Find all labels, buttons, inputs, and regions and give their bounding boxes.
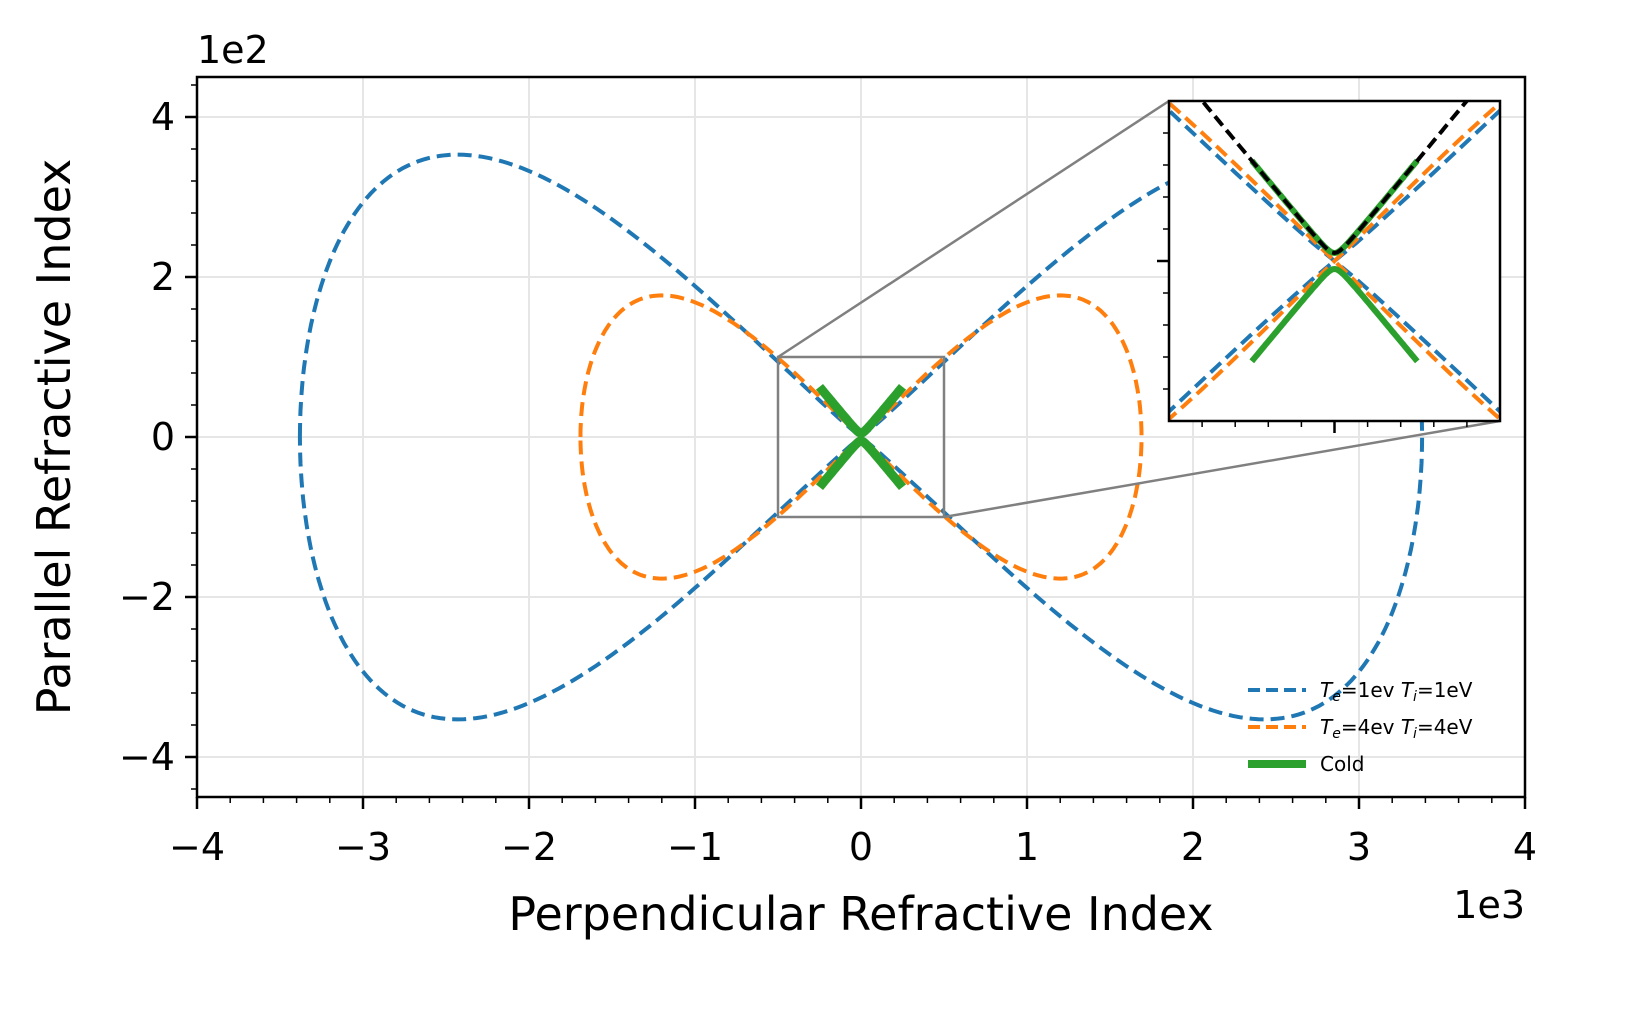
y-offset-text: 1e2 [197, 28, 269, 72]
connector-line [943, 419, 1501, 519]
cold-inset-branch [1249, 265, 1420, 364]
connector-line [777, 99, 1170, 359]
y-axis-label: Parallel Refractive Index [27, 159, 81, 716]
zoom-connector-lines [777, 99, 1501, 519]
x-axis-label: Perpendicular Refractive Index [508, 887, 1213, 941]
x-tick-label: 4 [1513, 825, 1537, 869]
inset-ticks [1157, 132, 1468, 433]
x-tick-label: −1 [667, 825, 723, 869]
legend-label-0: Te=1ev Ti=1eV [1320, 678, 1473, 705]
legend-label-1: Te=4ev Ti=4eV [1320, 715, 1473, 742]
x-offset-text: 1e3 [1453, 883, 1525, 927]
legend-label-2: Cold [1320, 752, 1364, 776]
cold-branch [815, 436, 907, 490]
x-tick-label: −3 [335, 825, 391, 869]
x-tick-label: −4 [169, 825, 225, 869]
series-1-curve [578, 293, 1144, 581]
main-series [297, 152, 1425, 722]
y-tick-label: 0 [151, 415, 175, 459]
legend: Te=1ev Ti=1eV Te=4ev Ti=4eV Cold [1248, 678, 1473, 776]
inset-reference-curve [1199, 101, 1470, 256]
x-tick-label: 1 [1015, 825, 1039, 869]
x-tick-label: 3 [1347, 825, 1371, 869]
inset-series [1169, 101, 1500, 421]
y-tick-label: −4 [119, 735, 175, 779]
main-ticks: −4 −3 −2 −1 0 1 2 3 4 −4 −2 0 2 4 [119, 84, 1537, 869]
y-tick-label: −2 [119, 575, 175, 619]
x-tick-label: 2 [1181, 825, 1205, 869]
series-0-curve [297, 152, 1425, 722]
zoom-box [776, 355, 946, 519]
cold-branch [815, 384, 907, 438]
y-tick-label: 2 [151, 255, 175, 299]
x-tick-label: −2 [501, 825, 557, 869]
y-tick-label: 4 [151, 95, 175, 139]
x-tick-label: 0 [849, 825, 873, 869]
